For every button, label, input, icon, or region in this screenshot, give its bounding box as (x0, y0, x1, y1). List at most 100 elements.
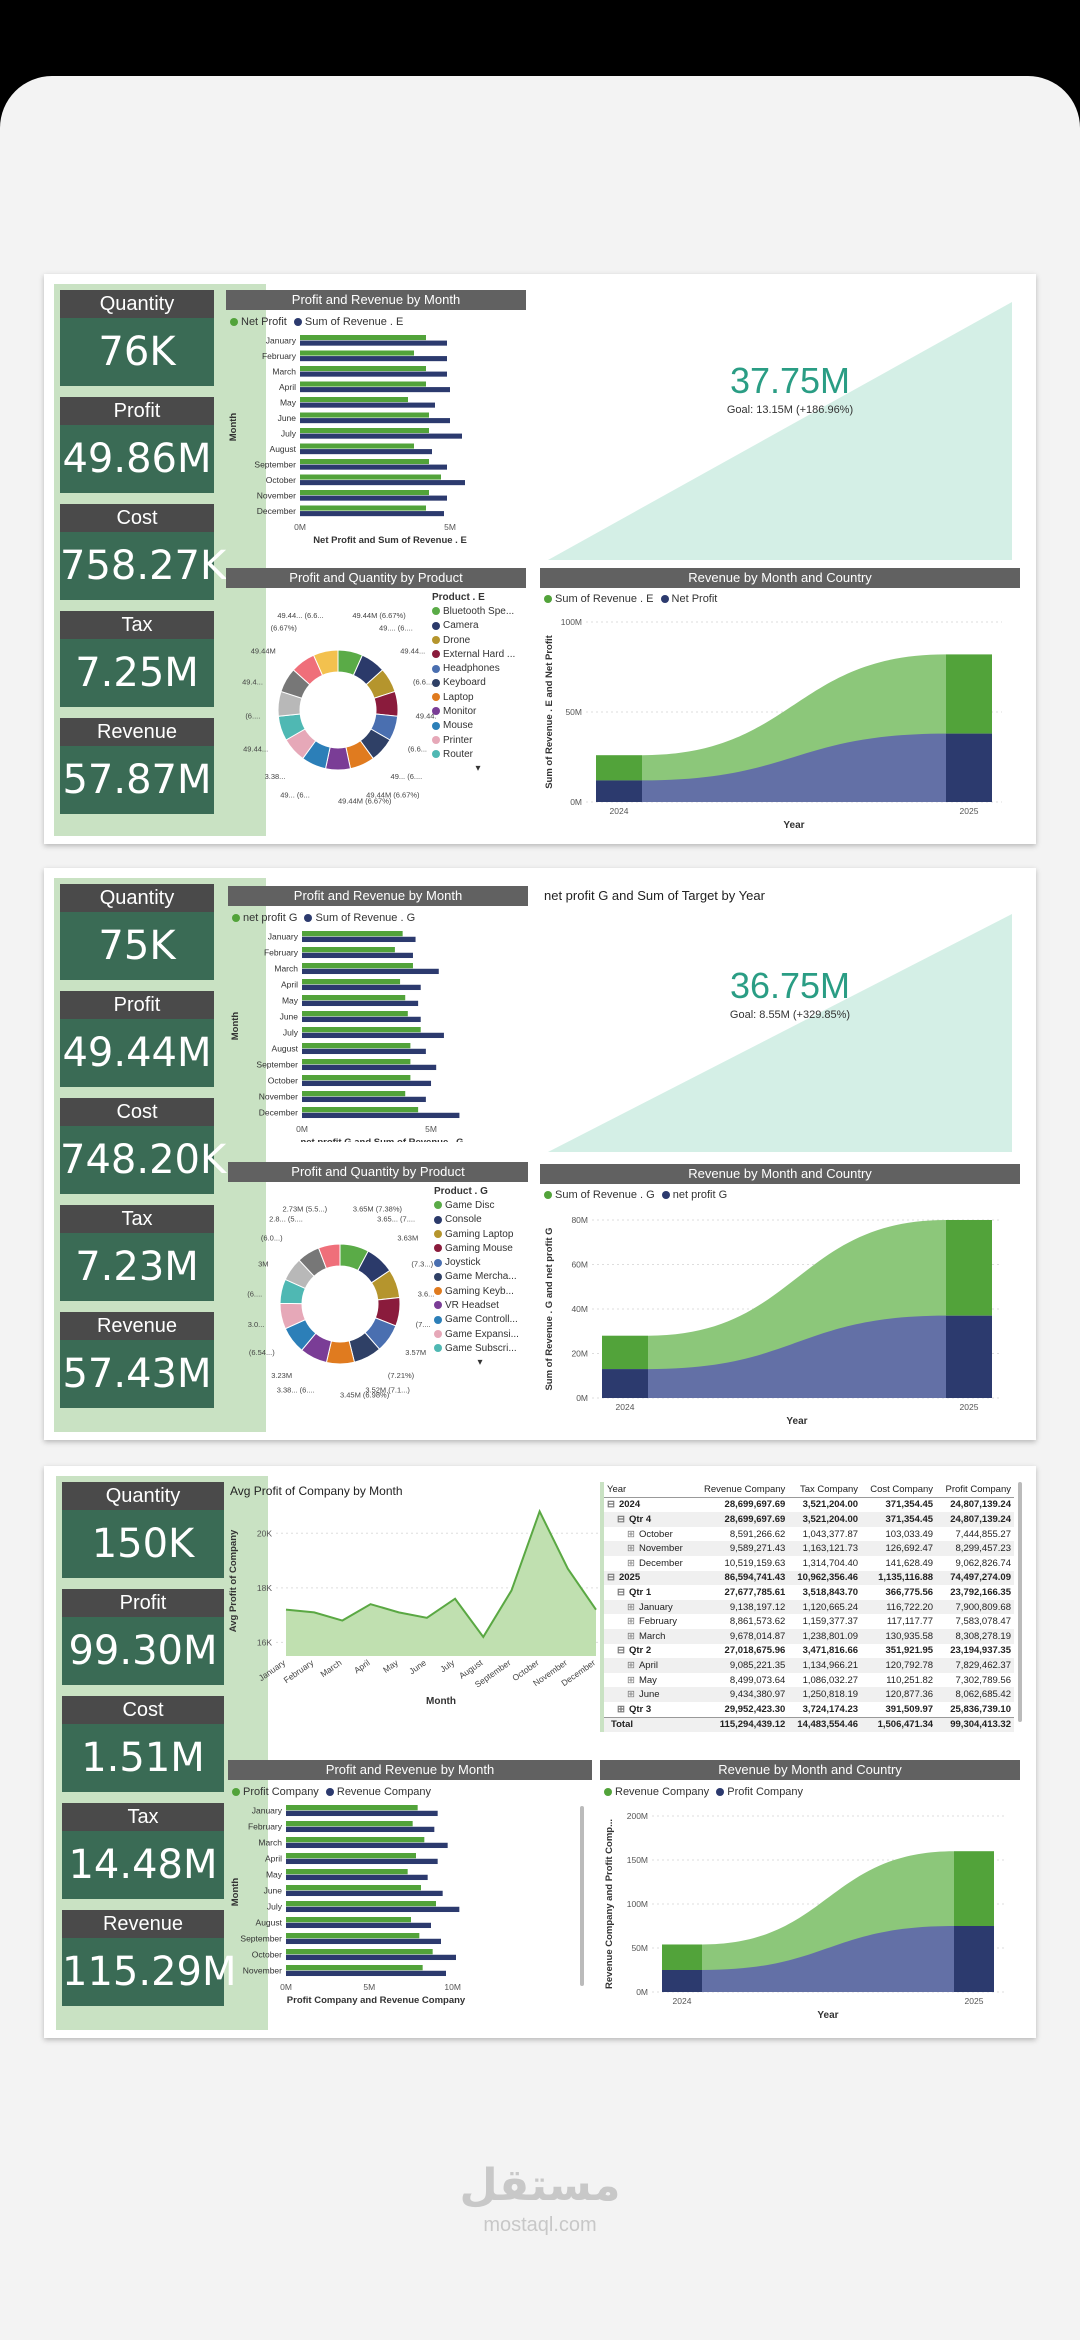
month-tick-label: September (254, 459, 296, 469)
kpi-card-tax[interactable]: Tax 14.48M (62, 1803, 224, 1899)
expand-toggle-icon[interactable]: ⊞ (627, 1601, 635, 1613)
donut-legend-item[interactable]: Console (434, 1214, 526, 1228)
expand-toggle-icon[interactable]: ⊞ (627, 1674, 635, 1686)
matrix-row[interactable]: ⊞ March 9,678,014.87 1,238,801.09 130,935.58… (604, 1628, 1014, 1644)
donut-legend-item[interactable]: Gaming Laptop (434, 1229, 526, 1243)
donut-legend-item[interactable]: Gaming Keyb... (434, 1286, 526, 1300)
matrix-cell: 9,085,221.35 (729, 1659, 786, 1671)
expand-toggle-icon[interactable]: ⊞ (627, 1543, 635, 1555)
legend-item: Net Profit (671, 593, 718, 605)
legend-more-arrow-icon[interactable]: ▾ (477, 1357, 483, 1369)
legend-more-arrow-icon[interactable]: ▾ (475, 763, 481, 775)
y-axis-label: Month (230, 1012, 241, 1041)
expand-toggle-icon[interactable]: ⊞ (627, 1616, 635, 1628)
donut-legend-item[interactable]: Keyboard (432, 677, 524, 691)
matrix-row[interactable]: Total 115,294,439.12 14,483,554.46 1,506,47… (604, 1717, 1014, 1733)
matrix-row[interactable]: ⊞ May 8,499,073.64 1,086,032.27 110,251.82 7,… (604, 1673, 1014, 1688)
expand-toggle-icon[interactable]: ⊟ (607, 1499, 615, 1511)
kpi-card-quantity[interactable]: Quantity 75K (60, 884, 214, 980)
bar-chart-scrollbar[interactable] (580, 1806, 584, 1986)
donut-legend-item[interactable]: Router (432, 749, 524, 763)
matrix-row[interactable]: ⊞ November 9,589,271.43 1,163,121.73 126,692… (604, 1541, 1014, 1556)
donut-chart-products[interactable]: 3.65M (7.38%)3.65... (7.... 3.63M (7.3...)… (228, 1186, 438, 1426)
kpi-card-cost[interactable]: Cost 758.27K (60, 504, 226, 600)
donut-legend-item[interactable]: Mouse (432, 720, 524, 734)
donut-legend-item[interactable]: Joystick (434, 1257, 526, 1271)
bar-chart-profit-revenue[interactable]: January February March April May June July Augu… (228, 1800, 596, 2020)
kpi-card-quantity[interactable]: Quantity 150K (62, 1482, 224, 1578)
matrix-row[interactable]: ⊞ Qtr 3 29,952,423.30 3,724,174.23 391,509.9… (604, 1702, 1014, 1717)
matrix-row[interactable]: ⊞ June 9,434,380.97 1,250,818.19 120,877.36 8… (604, 1687, 1014, 1702)
donut-legend-item[interactable]: VR Headset (434, 1300, 526, 1314)
donut-legend-item[interactable]: Monitor (432, 706, 524, 720)
area-chart-revenue-country[interactable]: 0M 50M 100M 2024 2025 Year Sum of Revenue . E … (540, 606, 1020, 834)
kpi-card-cost[interactable]: Cost 748.20K (60, 1098, 226, 1194)
legend-dot (432, 721, 440, 730)
donut-legend-item[interactable]: Game Disc (434, 1200, 526, 1214)
matrix-scrollbar[interactable] (1018, 1482, 1022, 1722)
donut-legend-item[interactable]: Game Subscri... (434, 1343, 526, 1357)
kpi-card-tax[interactable]: Tax 7.25M (60, 611, 214, 707)
matrix-row[interactable]: ⊟ Qtr 1 27,677,785.61 3,518,843.70 366,775.5… (604, 1585, 1014, 1600)
matrix-row[interactable]: ⊟ 2025 86,594,741.43 10,962,356.46 1,135,116… (604, 1570, 1014, 1586)
kpi-card-cost[interactable]: Cost 1.51M (62, 1696, 224, 1792)
matrix-row[interactable]: ⊞ October 8,591,266.62 1,043,377.87 103,033.… (604, 1527, 1014, 1542)
expand-toggle-icon[interactable]: ⊞ (627, 1630, 635, 1642)
matrix-row[interactable]: ⊞ April 9,085,221.35 1,134,966.21 120,792.78… (604, 1658, 1014, 1673)
expand-toggle-icon[interactable]: ⊞ (627, 1689, 635, 1701)
kpi-card-revenue[interactable]: Revenue 57.87M (60, 718, 214, 814)
matrix-header-cell[interactable]: Cost Company (870, 1483, 934, 1495)
expand-toggle-icon[interactable]: ⊟ (617, 1645, 625, 1657)
kpi-label: Cost (62, 1696, 224, 1724)
matrix-row[interactable]: ⊟ Qtr 2 27,018,675.96 3,471,816.66 351,921.9… (604, 1644, 1014, 1659)
kpi-card-profit[interactable]: Profit 99.30M (62, 1589, 224, 1685)
donut-legend-item[interactable]: Printer (432, 735, 524, 749)
donut-legend-item[interactable]: Headphones (432, 663, 524, 677)
kpi-card-revenue[interactable]: Revenue 57.43M (60, 1312, 214, 1408)
donut-legend-item[interactable]: Game Controll... (434, 1314, 526, 1328)
kpi-card-quantity[interactable]: Quantity 76K (60, 290, 214, 386)
matrix-row[interactable]: ⊟ 2024 28,699,697.69 3,521,204.00 371,354.45… (604, 1497, 1014, 1512)
matrix-row[interactable]: ⊟ Qtr 4 28,699,697.69 3,521,204.00 371,354.4… (604, 1512, 1014, 1527)
gauge-kpi-visual[interactable]: 37.75M Goal: 13.15M (+186.96%) (540, 296, 1020, 566)
matrix-table[interactable]: Year Revenue Company Tax Company Cost Compa… (600, 1482, 1022, 1733)
donut-legend-item[interactable]: Game Expansi... (434, 1329, 526, 1343)
matrix-header-cell[interactable]: Revenue Company (703, 1483, 786, 1495)
donut-chart-products[interactable]: 49.44M (6.67%) 49.... (6.... 49.44... (6.6.… (226, 592, 436, 832)
donut-legend-item[interactable]: External Hard ... (432, 649, 524, 663)
kpi-card-tax[interactable]: Tax 7.23M (60, 1205, 214, 1301)
matrix-header-cell[interactable]: Tax Company (799, 1483, 859, 1495)
gauge-kpi-visual[interactable]: 36.75M Goal: 8.55M (+329.85%) (540, 908, 1020, 1158)
matrix-row[interactable]: ⊞ January 9,138,197.12 1,120,665.24 116,722.… (604, 1599, 1014, 1615)
expand-toggle-icon[interactable]: ⊞ (627, 1557, 635, 1569)
expand-toggle-icon[interactable]: ⊟ (607, 1572, 615, 1584)
bar-chart-profit-revenue[interactable]: January February March April May June July Augu… (228, 926, 530, 1142)
donut-legend-item[interactable]: Bluetooth Spe... (432, 606, 524, 620)
matrix-header-cell[interactable]: Profit Company (945, 1483, 1011, 1495)
expand-toggle-icon[interactable]: ⊟ (617, 1586, 625, 1598)
donut-legend-item[interactable]: Laptop (432, 692, 524, 706)
area-chart-revenue-country[interactable]: 0M 50M 100M 150M 200M 2024 2025 Year Revenue Com… (600, 1800, 1020, 2030)
area-chart-revenue-country[interactable]: 0M 20M 40M 60M 80M 2024 2025 Year Sum of Revenue… (540, 1202, 1020, 1430)
bar-revenue (286, 1874, 428, 1881)
donut-legend-item[interactable]: Gaming Mouse (434, 1243, 526, 1257)
kpi-card-profit[interactable]: Profit 49.44M (60, 991, 214, 1087)
expand-toggle-icon[interactable]: ⊞ (617, 1703, 625, 1715)
bar-chart-profit-revenue[interactable]: January February March April May June July Augu… (226, 330, 528, 546)
expand-toggle-icon[interactable]: ⊟ (617, 1513, 625, 1525)
donut-legend-item[interactable]: Game Mercha... (434, 1271, 526, 1285)
matrix-cell: 9,678,014.87 (729, 1630, 786, 1642)
expand-toggle-icon[interactable]: ⊞ (627, 1659, 635, 1671)
matrix-row[interactable]: ⊞ February 8,861,573.62 1,159,377.37 117,117… (604, 1614, 1014, 1629)
matrix-row[interactable]: ⊞ December 10,519,159.63 1,314,704.40 141,62… (604, 1556, 1014, 1571)
donut-data-label: 49.44... (416, 712, 436, 721)
expand-toggle-icon[interactable]: ⊞ (627, 1528, 635, 1540)
bar-revenue (302, 1064, 437, 1071)
kpi-card-profit[interactable]: Profit 49.86M (60, 397, 214, 493)
donut-legend-item[interactable]: Drone (432, 635, 524, 649)
kpi-card-revenue[interactable]: Revenue 115.29M (62, 1910, 236, 2006)
x-tick-label: 0M (296, 1124, 308, 1134)
donut-legend-item[interactable]: Camera (432, 620, 524, 634)
matrix-header-cell[interactable]: Year (607, 1483, 627, 1495)
